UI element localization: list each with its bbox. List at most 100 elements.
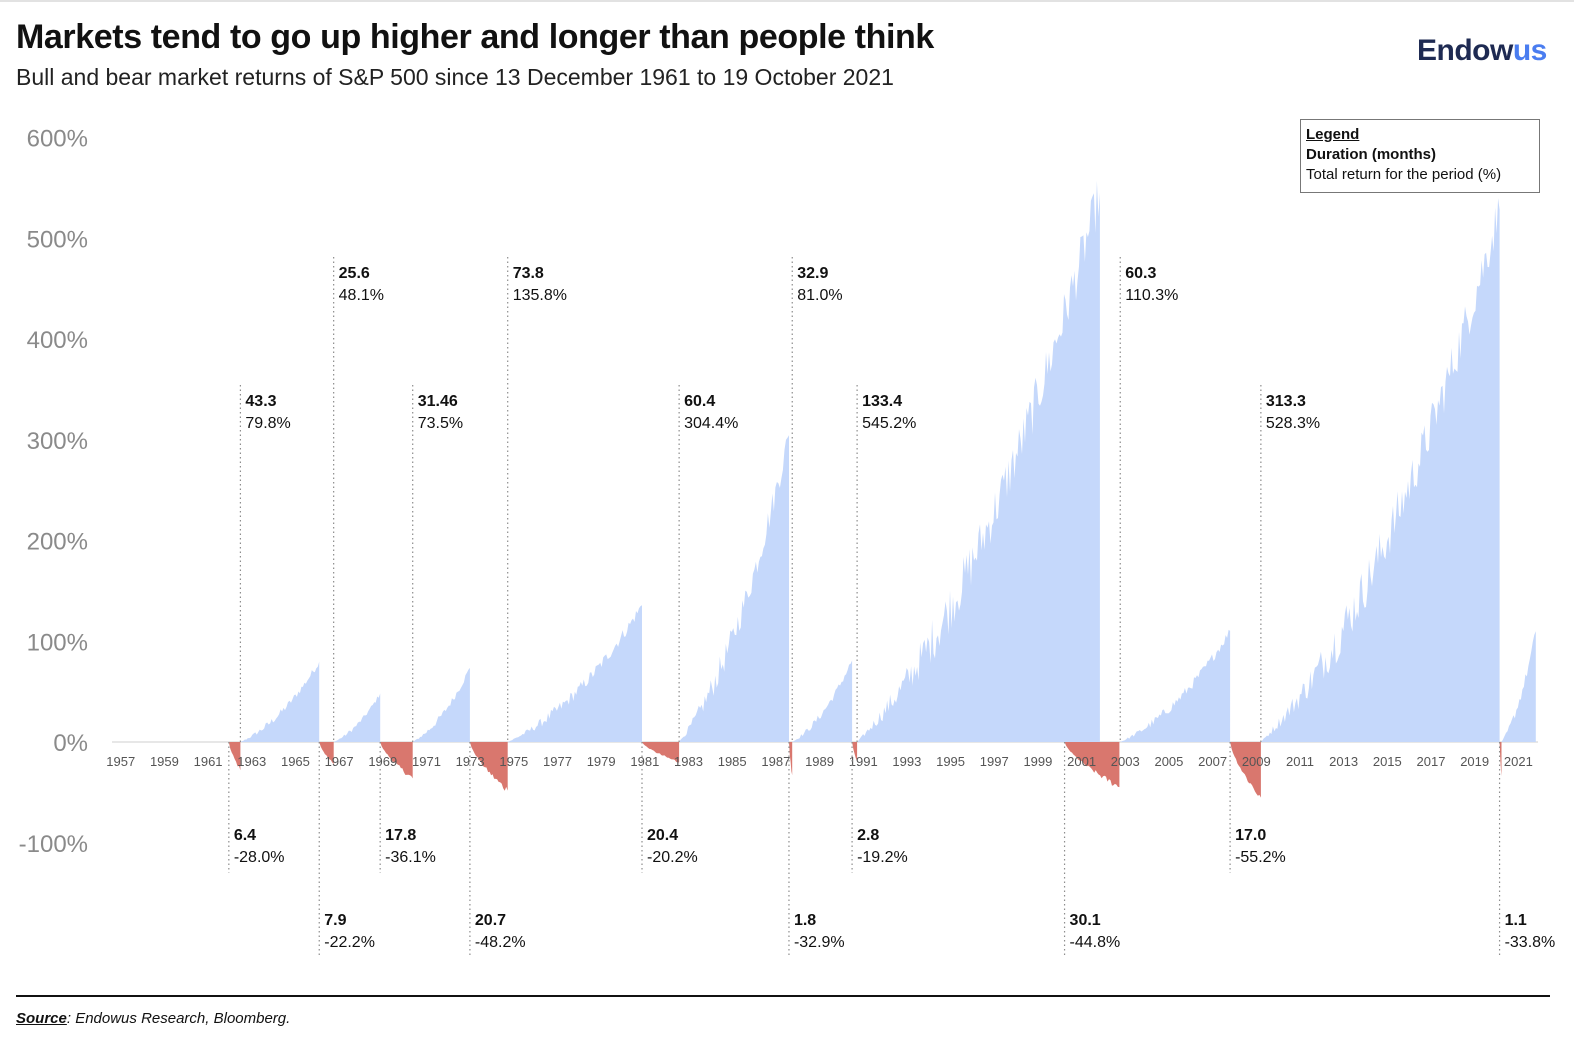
bear-market-area xyxy=(789,742,793,776)
bear-market-area xyxy=(380,742,413,779)
bear-market-area xyxy=(469,742,508,791)
period-duration-label: 17.0 xyxy=(1235,827,1266,844)
x-tick-label: 1977 xyxy=(543,754,572,769)
period-return-label: 304.4% xyxy=(684,415,738,432)
x-tick-label: 2009 xyxy=(1242,754,1271,769)
y-tick-label: 200% xyxy=(27,529,88,556)
period-return-label: -28.0% xyxy=(234,849,285,866)
x-tick-label: 1971 xyxy=(412,754,441,769)
x-tick-label: 1975 xyxy=(499,754,528,769)
bear-market-area xyxy=(1499,742,1502,777)
bear-market-area xyxy=(1064,742,1120,788)
bull-market-area xyxy=(333,693,381,742)
period-return-label: 545.2% xyxy=(862,415,916,432)
legend-heading: Legend xyxy=(1306,126,1360,143)
bear-market-area xyxy=(1230,742,1261,798)
period-return-label: -20.2% xyxy=(647,849,698,866)
x-tick-label: 1969 xyxy=(368,754,397,769)
period-duration-label: 30.1 xyxy=(1070,912,1101,929)
period-return-label: -44.8% xyxy=(1070,934,1121,951)
period-duration-label: 32.9 xyxy=(797,265,828,282)
period-duration-label: 60.4 xyxy=(684,393,715,410)
period-duration-label: 1.1 xyxy=(1505,912,1527,929)
bear-market-area xyxy=(852,742,858,762)
brand-logo-part2: us xyxy=(1512,34,1548,67)
period-duration-label: 20.4 xyxy=(647,827,678,844)
period-duration-label: 2.8 xyxy=(857,827,879,844)
x-tick-label: 1993 xyxy=(892,754,921,769)
period-return-label: -55.2% xyxy=(1235,849,1286,866)
period-duration-label: 60.3 xyxy=(1125,265,1156,282)
period-duration-label: 313.3 xyxy=(1266,393,1306,410)
brand-logo-part1: Endow xyxy=(1417,34,1513,67)
x-tick-label: 2011 xyxy=(1286,754,1314,769)
bull-market-area xyxy=(412,667,470,742)
period-return-label: -19.2% xyxy=(857,849,908,866)
x-tick-label: 2019 xyxy=(1460,754,1489,769)
period-return-label: 81.0% xyxy=(797,287,842,304)
bull-market-area xyxy=(507,605,642,742)
bear-market-area xyxy=(319,742,334,765)
period-duration-label: 6.4 xyxy=(234,827,256,844)
x-tick-label: 2021 xyxy=(1504,754,1533,769)
legend-return-label: Total return for the period (%) xyxy=(1306,166,1502,183)
x-tick-label: 1987 xyxy=(761,754,790,769)
period-return-label: -36.1% xyxy=(385,849,436,866)
x-tick-label: 1963 xyxy=(237,754,266,769)
bear-market-area xyxy=(642,742,680,763)
period-return-label: 48.1% xyxy=(339,287,384,304)
period-duration-label: 7.9 xyxy=(324,912,346,929)
source-label: Source xyxy=(16,1010,67,1027)
period-return-label: 528.3% xyxy=(1266,415,1320,432)
chart-title: Markets tend to go up higher and longer … xyxy=(16,18,934,56)
x-tick-label: 1959 xyxy=(150,754,179,769)
x-tick-label: 2015 xyxy=(1373,754,1402,769)
period-return-label: -32.9% xyxy=(794,934,845,951)
x-tick-label: 1999 xyxy=(1023,754,1052,769)
x-tick-label: 1965 xyxy=(281,754,310,769)
x-tick-label: 2005 xyxy=(1154,754,1183,769)
period-return-label: 110.3% xyxy=(1125,287,1178,304)
bear-market-area xyxy=(228,742,241,771)
bottom-rule xyxy=(16,995,1550,997)
x-tick-label: 2007 xyxy=(1198,754,1227,769)
x-tick-label: 1981 xyxy=(630,754,659,769)
source-text: : Endowus Research, Bloomberg. xyxy=(66,1010,291,1027)
x-tick-label: 2013 xyxy=(1329,754,1358,769)
period-return-label: -48.2% xyxy=(475,934,526,951)
x-tick-label: 2003 xyxy=(1111,754,1140,769)
source-note: Source: Endowus Research, Bloomberg. xyxy=(16,1010,290,1027)
top-rule xyxy=(0,0,1574,2)
x-tick-label: 1979 xyxy=(587,754,616,769)
bull-market-area xyxy=(792,660,853,742)
bull-market-area xyxy=(1260,198,1500,743)
y-tick-label: 400% xyxy=(27,327,88,354)
period-duration-label: 25.6 xyxy=(339,265,370,282)
bull-market-area xyxy=(240,661,320,742)
legend-box: Legend Duration (months) Total return fo… xyxy=(1300,119,1540,193)
period-duration-label: 17.8 xyxy=(385,827,416,844)
bull-market-area xyxy=(857,180,1100,743)
x-tick-label: 1995 xyxy=(936,754,965,769)
x-tick-label: 1989 xyxy=(805,754,834,769)
bull-market-area xyxy=(679,435,789,742)
period-duration-label: 43.3 xyxy=(245,393,276,410)
x-tick-label: 1991 xyxy=(849,754,878,769)
period-duration-label: 31.46 xyxy=(418,393,458,410)
y-tick-label: 300% xyxy=(27,428,88,455)
x-tick-label: 1985 xyxy=(718,754,747,769)
period-return-label: -33.8% xyxy=(1505,934,1556,951)
period-return-label: 79.8% xyxy=(245,415,290,432)
x-tick-label: 1967 xyxy=(325,754,354,769)
brand-logo: Endowus xyxy=(1417,34,1547,68)
y-tick-label: -100% xyxy=(19,831,88,858)
y-tick-label: 500% xyxy=(27,226,88,253)
chart-subtitle: Bull and bear market returns of S&P 500 … xyxy=(16,64,894,90)
y-tick-label: 600% xyxy=(27,126,88,153)
x-tick-label: 2017 xyxy=(1417,754,1446,769)
x-tick-label: 1961 xyxy=(194,754,223,769)
period-duration-label: 73.8 xyxy=(513,265,544,282)
legend-duration-label: Duration (months) xyxy=(1306,146,1436,163)
period-return-label: 73.5% xyxy=(418,415,463,432)
